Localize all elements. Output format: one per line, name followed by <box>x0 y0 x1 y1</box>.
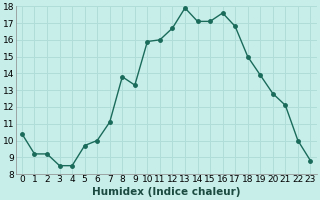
X-axis label: Humidex (Indice chaleur): Humidex (Indice chaleur) <box>92 187 240 197</box>
